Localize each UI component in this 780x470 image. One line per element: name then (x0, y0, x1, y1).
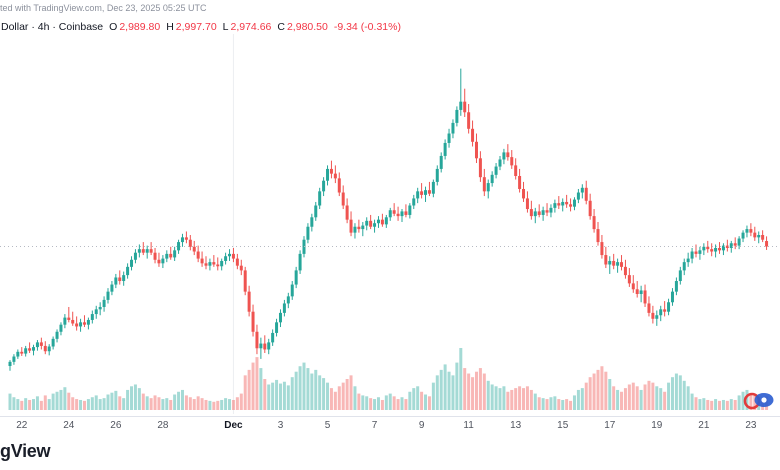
close-label: C (277, 21, 285, 33)
change-value: -9.34 (-0.31%) (333, 21, 401, 33)
time-axis-label: 9 (418, 420, 425, 431)
time-axis-label: 11 (463, 420, 474, 431)
high-value: 2,997.70 (175, 21, 217, 33)
time-axis-label: 17 (604, 420, 616, 431)
time-axis-label: 15 (557, 420, 569, 431)
attribution-text: ted with TradingView.com, Dec 23, 2025 0… (0, 3, 207, 13)
time-axis-label: 23 (745, 420, 757, 431)
open-value: 2,989.80 (119, 21, 161, 33)
time-axis-label: 19 (651, 420, 663, 431)
close-value: 2,980.50 (286, 21, 328, 33)
low-label: L (222, 21, 229, 33)
time-axis-label: 13 (510, 420, 522, 431)
high-label: H (166, 21, 174, 33)
time-axis-label: 7 (371, 420, 378, 431)
time-axis-label: 28 (157, 420, 169, 431)
watermark-logo (743, 388, 775, 412)
time-axis-label: 24 (63, 420, 75, 431)
time-axis[interactable]: 22 24 26 28 Dec 3 5 7 9 11 13 15 17 19 21 23 (0, 416, 780, 443)
time-axis-label: Dec (224, 420, 243, 431)
symbol-title: Dollar · 4h · Coinbase (1, 21, 104, 33)
time-axis-label: 26 (110, 420, 122, 431)
open-label: O (109, 21, 118, 33)
tradingview-logo[interactable]: gView (0, 441, 51, 461)
low-value: 2,974.66 (230, 21, 272, 33)
time-axis-label: 3 (277, 420, 284, 431)
time-axis-label: 5 (324, 420, 331, 431)
time-axis-label: 21 (698, 420, 710, 431)
symbol-legend[interactable]: Dollar · 4h · Coinbase O 2,989.80 H 2,997.… (1, 21, 401, 33)
time-axis-label: 22 (16, 420, 28, 431)
watermark-star (761, 397, 767, 403)
